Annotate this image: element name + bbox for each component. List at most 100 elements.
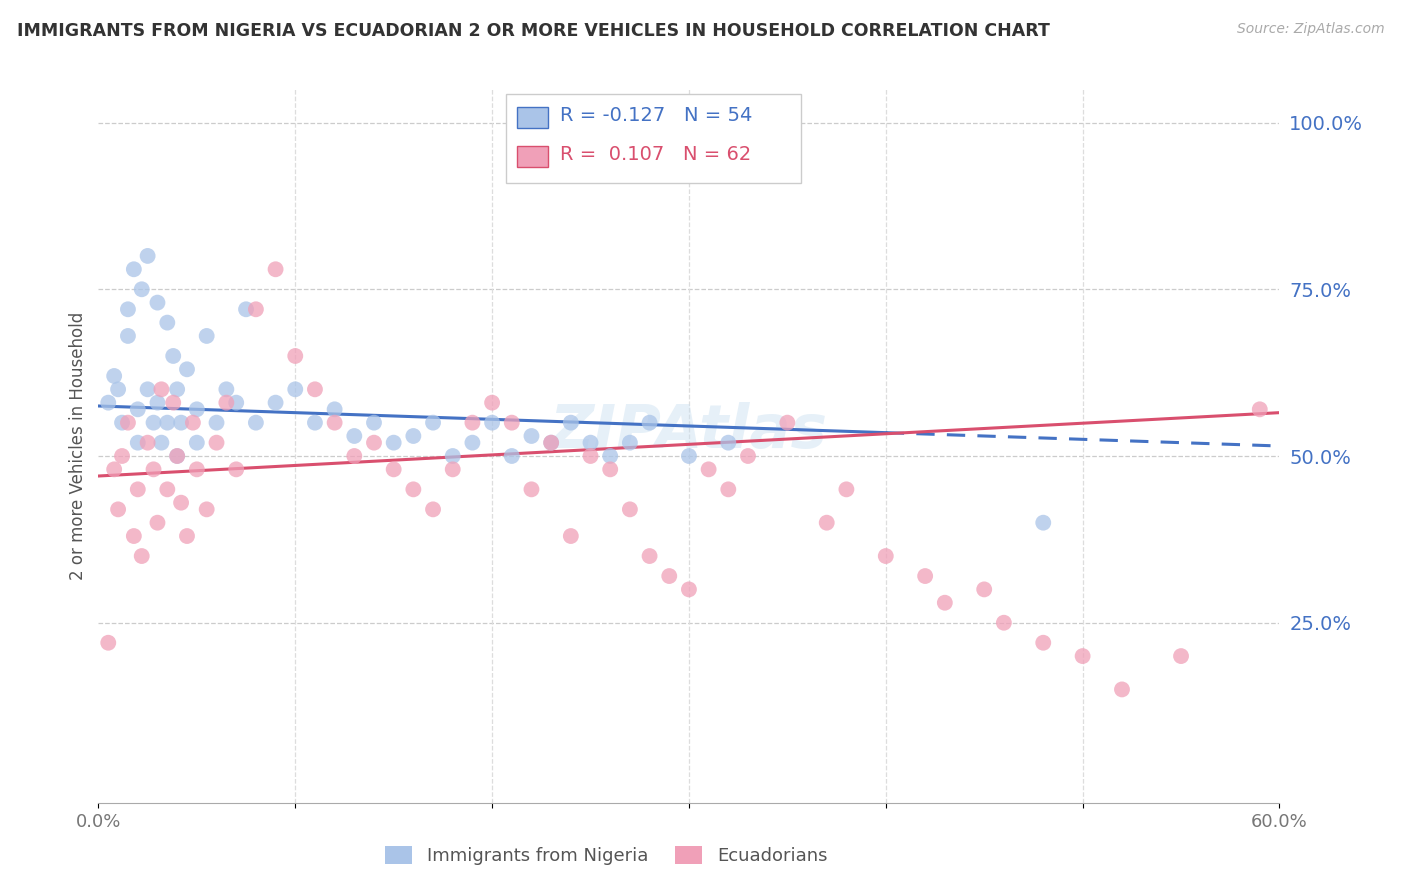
Point [717, 483, 740, 497]
Point [117, 416, 139, 430]
Point [973, 582, 995, 597]
Point [146, 395, 169, 409]
Point [697, 462, 720, 476]
Point [186, 462, 208, 476]
Point [304, 416, 326, 430]
Point [136, 249, 159, 263]
Point [461, 435, 484, 450]
Point [127, 402, 149, 417]
Point [176, 362, 198, 376]
Point [136, 382, 159, 396]
Point [441, 449, 464, 463]
Point [215, 395, 238, 409]
Point [122, 529, 145, 543]
Point [658, 569, 681, 583]
Point [993, 615, 1015, 630]
Point [131, 549, 153, 563]
Point [103, 462, 125, 476]
Point [103, 368, 125, 383]
Point [127, 435, 149, 450]
Point [619, 502, 641, 516]
Point [162, 349, 184, 363]
Point [136, 435, 159, 450]
Point [461, 416, 484, 430]
Point [501, 416, 523, 430]
Point [264, 395, 287, 409]
Point [599, 462, 621, 476]
Point [441, 462, 464, 476]
Point [560, 529, 582, 543]
Point [111, 449, 134, 463]
Point [131, 282, 153, 296]
Point [835, 483, 858, 497]
Point [382, 462, 405, 476]
Point [540, 435, 562, 450]
Point [402, 429, 425, 443]
Point [146, 516, 169, 530]
Point [678, 449, 700, 463]
Point [264, 262, 287, 277]
Point [304, 382, 326, 396]
Point [422, 502, 444, 516]
Point [422, 416, 444, 430]
Point [195, 502, 218, 516]
Point [599, 449, 621, 463]
Point [638, 416, 661, 430]
Point [235, 302, 257, 317]
Legend: Immigrants from Nigeria, Ecuadorians: Immigrants from Nigeria, Ecuadorians [378, 839, 835, 872]
Point [97, 395, 120, 409]
Point [186, 402, 208, 417]
Point [343, 449, 366, 463]
Point [146, 295, 169, 310]
Point [97, 636, 120, 650]
Point [540, 435, 562, 450]
Point [402, 483, 425, 497]
Point [127, 483, 149, 497]
Point [717, 435, 740, 450]
Point [166, 449, 188, 463]
Point [678, 582, 700, 597]
Text: R = -0.127   N = 54: R = -0.127 N = 54 [560, 106, 752, 126]
Point [363, 416, 385, 430]
Point [875, 549, 897, 563]
Point [363, 435, 385, 450]
Point [520, 429, 543, 443]
Point [934, 596, 956, 610]
Point [1249, 402, 1271, 417]
Point [176, 529, 198, 543]
Point [181, 416, 204, 430]
Point [117, 329, 139, 343]
Point [579, 449, 602, 463]
Point [225, 462, 247, 476]
Point [501, 449, 523, 463]
Point [1071, 649, 1094, 664]
Point [225, 395, 247, 409]
Point [122, 262, 145, 277]
Point [481, 395, 503, 409]
Point [150, 382, 173, 396]
Point [156, 416, 179, 430]
Point [560, 416, 582, 430]
Point [914, 569, 936, 583]
Point [737, 449, 759, 463]
Point [284, 382, 307, 396]
Point [170, 416, 193, 430]
Text: R =  0.107   N = 62: R = 0.107 N = 62 [560, 145, 751, 164]
Text: IMMIGRANTS FROM NIGERIA VS ECUADORIAN 2 OR MORE VEHICLES IN HOUSEHOLD CORRELATIO: IMMIGRANTS FROM NIGERIA VS ECUADORIAN 2 … [17, 22, 1050, 40]
Point [343, 429, 366, 443]
Point [1032, 516, 1054, 530]
Point [170, 496, 193, 510]
Point [520, 483, 543, 497]
Point [1170, 649, 1192, 664]
Point [638, 549, 661, 563]
Y-axis label: 2 or more Vehicles in Household: 2 or more Vehicles in Household [69, 312, 87, 580]
Point [619, 435, 641, 450]
Point [205, 435, 228, 450]
Point [1111, 682, 1133, 697]
Point [382, 435, 405, 450]
Point [323, 416, 346, 430]
Point [205, 416, 228, 430]
Point [245, 416, 267, 430]
Point [117, 302, 139, 317]
Point [284, 349, 307, 363]
